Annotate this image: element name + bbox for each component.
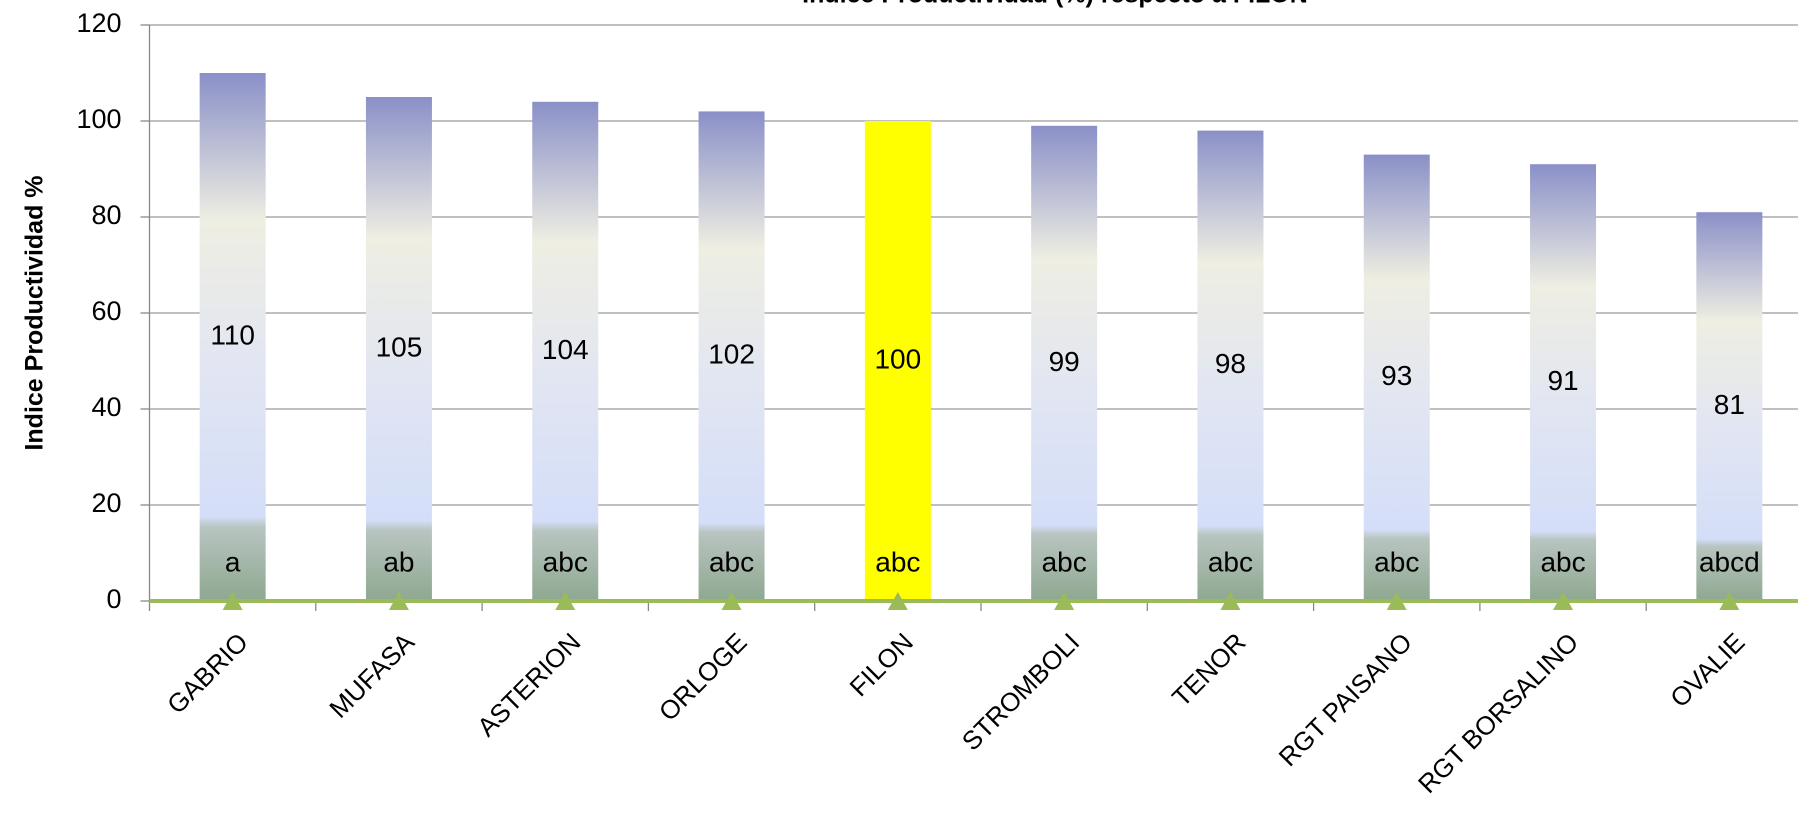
x-tick-label: ORLOGE [653,627,753,727]
value-label: 93 [1381,360,1412,391]
value-label: 100 [874,343,921,374]
value-label: 91 [1547,365,1578,396]
bar [199,73,266,601]
bar [1696,212,1763,601]
chart-title: Indice Productividad (%) respecto a FILO… [802,0,1308,9]
x-tick-label: FILON [844,627,919,702]
y-tick-label: 0 [106,584,121,614]
value-label: 104 [542,334,589,365]
value-label: 110 [210,319,255,350]
line-marker [887,592,908,610]
value-label: 98 [1215,348,1246,379]
x-tick-label: RGT BORSALINO [1412,627,1584,799]
line-marker [1054,592,1075,610]
bar [698,111,765,602]
letter-label: abc [1374,546,1419,577]
letter-label: abc [709,546,754,577]
x-tick-label: TENOR [1166,627,1252,713]
y-axis-title: Indice Productividad % [21,175,49,450]
bar [1031,125,1098,602]
bar [1363,154,1430,601]
y-tick-label: 120 [76,8,121,38]
y-tick-label: 40 [91,392,121,422]
x-tick-label: GABRIO [161,627,254,720]
letter-label: a [225,546,241,577]
value-label: 102 [708,339,755,370]
letter-label: abc [543,546,588,577]
x-tick-label: ASTERION [471,627,586,742]
bar [1197,130,1264,601]
value-label: 99 [1049,346,1080,377]
y-tick-label: 60 [91,296,121,326]
value-label: 81 [1714,389,1745,420]
value-label: 105 [376,331,423,362]
y-tick-label: 100 [76,104,121,134]
letter-label: abc [875,546,920,577]
x-tick-label: MUFASA [323,626,420,723]
line-marker [222,592,243,610]
bar [532,101,599,602]
letter-label: abc [1208,546,1253,577]
line-marker [1719,592,1740,610]
bar [1530,164,1597,601]
x-tick-label: RGT PAISANO [1273,627,1418,772]
letter-label: abc [1042,546,1087,577]
letter-label: ab [383,546,414,577]
line-marker [555,592,576,610]
line-marker [721,592,742,610]
line-marker [1220,592,1241,610]
x-tick-label: STROMBOLI [956,627,1086,756]
letter-label: abc [1540,546,1585,577]
bar [365,97,432,601]
bar [864,121,931,601]
y-tick-label: 20 [91,488,121,518]
line-marker [1386,592,1407,610]
y-tick-label: 80 [91,200,121,230]
x-tick-label: OVALIE [1664,627,1750,713]
letter-label: abcd [1699,546,1760,577]
line-marker [1553,592,1574,610]
line-marker [388,592,409,610]
